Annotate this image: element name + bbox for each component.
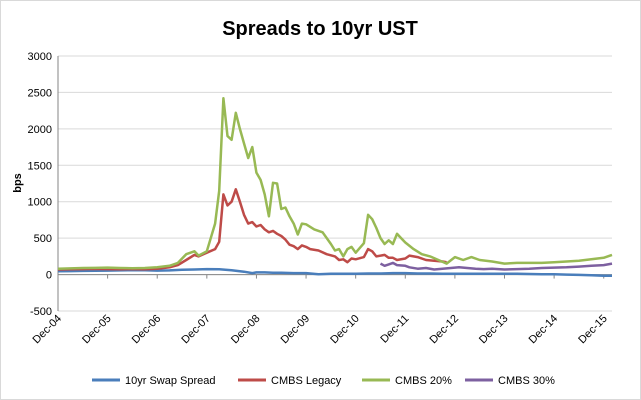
x-tick-label: Dec-07: [179, 313, 213, 347]
y-tick-label: 500: [34, 233, 52, 245]
chart-title: Spreads to 10yr UST: [222, 18, 418, 40]
y-tick-label: 0: [46, 270, 52, 282]
legend-label: CMBS 30%: [498, 375, 555, 387]
x-tick-label: Dec-12: [427, 313, 461, 347]
series-line-10yr-swap-spread: [57, 267, 612, 277]
y-tick-label: 1000: [28, 197, 52, 209]
x-tick-label: Dec-08: [229, 313, 263, 347]
y-tick-label: 2000: [28, 124, 52, 136]
x-tick-label: Dec-15: [576, 313, 610, 347]
x-tick-label: Dec-10: [328, 313, 362, 347]
legend-label: CMBS 20%: [395, 375, 452, 387]
x-tick-label: Dec-05: [80, 313, 114, 347]
series-line-cmbs-legacy: [57, 188, 447, 271]
y-tick-label: -500: [30, 306, 52, 318]
series-lines: [57, 97, 613, 277]
y-tick-label: 2500: [28, 87, 52, 99]
series-line-cmbs-30-: [379, 261, 613, 271]
y-tick-label: 1500: [28, 160, 52, 172]
legend-label: 10yr Swap Spread: [125, 375, 216, 387]
y-tick-label: 3000: [28, 51, 52, 63]
x-tick-label: Dec-11: [378, 313, 411, 346]
legend-label: CMBS Legacy: [271, 375, 342, 387]
legend: 10yr Swap Spread CMBS Legacy CMBS 20% CMBS …: [92, 375, 555, 387]
series-line-cmbs-20-: [57, 97, 613, 270]
x-tick-label: Dec-09: [279, 313, 313, 347]
x-tick-label: Dec-13: [477, 313, 511, 347]
x-tick-label: Dec-06: [130, 313, 164, 347]
x-tick-label: Dec-14: [527, 313, 561, 347]
y-axis-title: bps: [12, 173, 24, 193]
